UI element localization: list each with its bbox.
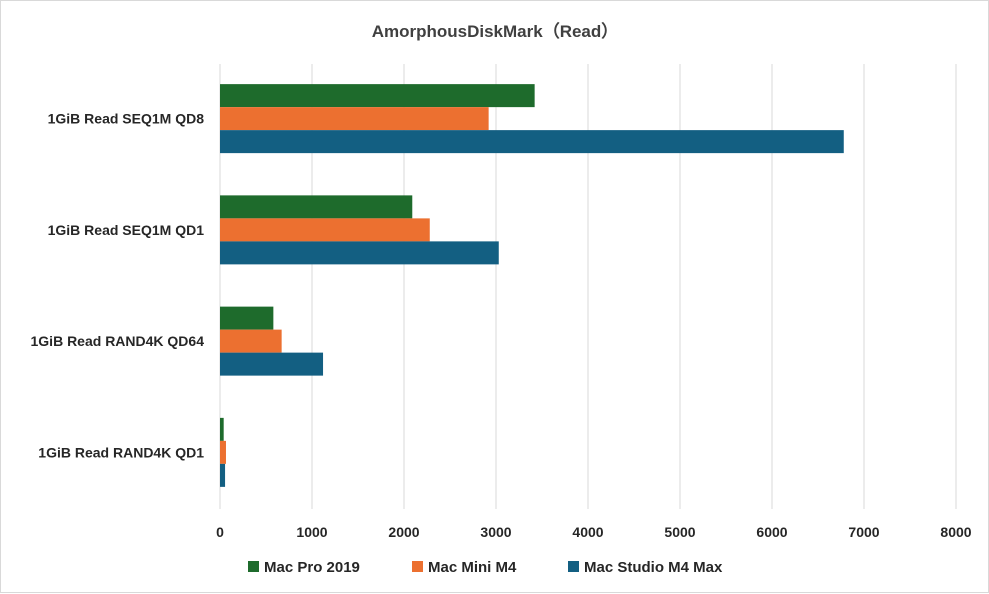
legend-label: Mac Mini M4	[428, 559, 517, 576]
legend-swatch	[248, 561, 259, 572]
bar	[220, 130, 844, 154]
category-label: 1GiB Read RAND4K QD1	[38, 444, 204, 460]
bar	[220, 329, 282, 353]
category-label: 1GiB Read SEQ1M QD8	[48, 111, 205, 127]
x-tick-label: 8000	[940, 524, 971, 540]
bar	[220, 440, 226, 464]
legend-label: Mac Pro 2019	[264, 559, 360, 576]
bars	[220, 84, 844, 487]
x-tick-label: 6000	[756, 524, 787, 540]
bar	[220, 195, 413, 219]
x-tick-labels: 0 1000 2000 3000 4000 5000 6000 7000 8000	[216, 524, 972, 540]
bar	[220, 241, 499, 265]
legend-swatch	[412, 561, 423, 572]
bar	[220, 218, 430, 242]
x-tick-label: 0	[216, 524, 224, 540]
x-tick-label: 4000	[572, 524, 603, 540]
x-tick-label: 2000	[388, 524, 419, 540]
bar	[220, 417, 224, 441]
legend-label: Mac Studio M4 Max	[584, 559, 723, 576]
bar	[220, 463, 226, 487]
x-tick-label: 7000	[848, 524, 879, 540]
bar	[220, 84, 535, 108]
x-tick-label: 3000	[480, 524, 511, 540]
x-tick-label: 1000	[296, 524, 327, 540]
legend-swatch	[568, 561, 579, 572]
bar	[220, 306, 274, 330]
category-label: 1GiB Read RAND4K QD64	[31, 333, 205, 349]
category-label: 1GiB Read SEQ1M QD1	[48, 222, 205, 238]
chart-title: AmorphousDiskMark（Read）	[372, 21, 619, 41]
bar	[220, 352, 324, 376]
legend: Mac Pro 2019 Mac Mini M4 Mac Studio M4 Max	[248, 559, 723, 576]
category-labels: 1GiB Read SEQ1M QD8 1GiB Read SEQ1M QD1 1G…	[31, 111, 205, 461]
x-tick-label: 5000	[664, 524, 695, 540]
bar	[220, 107, 489, 131]
